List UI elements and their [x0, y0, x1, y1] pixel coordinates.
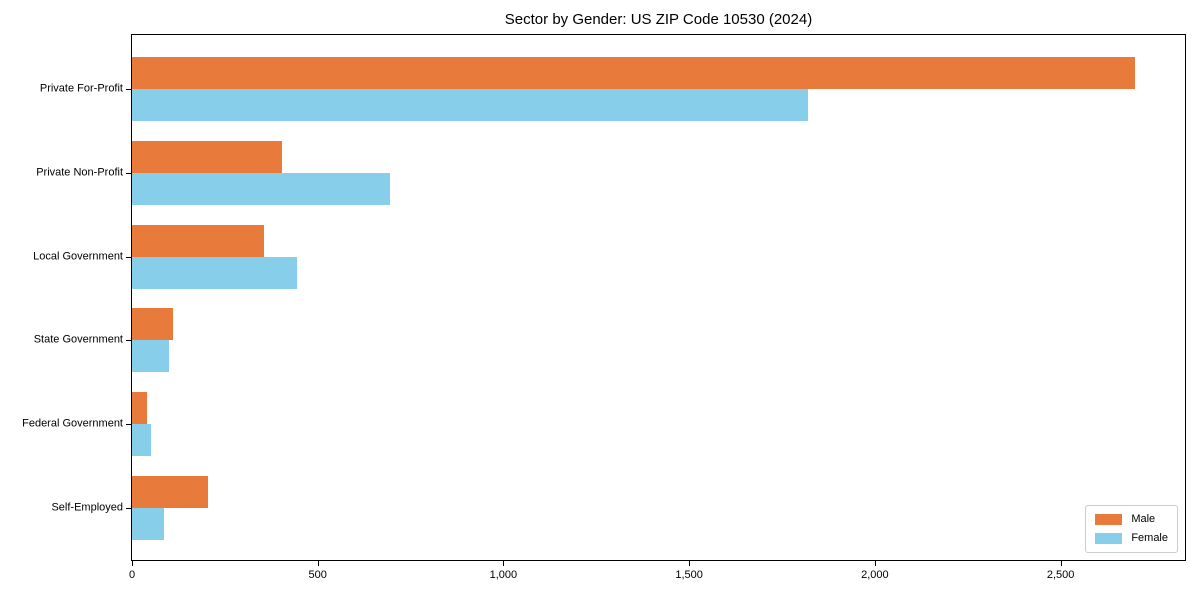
x-tick-label-0: 0 — [128, 569, 136, 581]
x-tick-2000 — [874, 561, 876, 566]
y-label-federal-government: Federal Government — [22, 417, 123, 430]
bar-male-private-non-profit — [132, 140, 283, 173]
bar-male-federal-government — [132, 392, 147, 425]
legend: Male Female — [1085, 505, 1178, 553]
y-tick-federal-government — [126, 424, 131, 426]
x-tick-2500 — [1060, 561, 1062, 566]
y-label-self-employed: Self-Employed — [51, 501, 123, 514]
x-tick-label-2500: 2,500 — [1046, 569, 1075, 581]
y-tick-state-government — [126, 340, 131, 342]
bar-male-private-for-profit — [132, 57, 1135, 89]
legend-label-female: Female — [1131, 532, 1168, 544]
y-label-private-for-profit: Private For-Profit — [39, 82, 123, 95]
x-tick-label-1500: 1,500 — [675, 569, 703, 581]
legend-entry-female: Female — [1095, 532, 1168, 545]
y-tick-private-for-profit — [126, 89, 131, 90]
y-label-private-non-profit: Private Non-Profit — [36, 166, 123, 179]
x-tick-500 — [317, 561, 319, 566]
x-tick-0 — [132, 561, 133, 566]
y-tick-private-non-profit — [126, 172, 131, 174]
x-tick-1000 — [503, 561, 505, 566]
plot-area: Male Female — [131, 34, 1186, 561]
bar-female-private-for-profit — [132, 89, 808, 121]
y-tick-self-employed — [126, 508, 131, 509]
x-tick-1500 — [689, 561, 691, 566]
bar-male-state-government — [132, 308, 173, 341]
bar-male-self-employed — [132, 476, 209, 508]
bar-female-local-government — [132, 256, 298, 289]
legend-entry-male: Male — [1095, 513, 1168, 526]
x-tick-label-1000: 1,000 — [489, 569, 518, 581]
y-label-local-government: Local Government — [33, 250, 123, 263]
bar-female-self-employed — [132, 508, 164, 540]
x-tick-label-500: 500 — [308, 569, 327, 581]
y-label-state-government: State Government — [33, 333, 123, 346]
bar-female-state-government — [132, 340, 170, 373]
bar-female-private-non-profit — [132, 172, 391, 205]
bar-female-federal-government — [132, 424, 151, 457]
chart-title: Sector by Gender: US ZIP Code 10530 (202… — [504, 11, 813, 28]
y-tick-local-government — [126, 256, 131, 258]
legend-label-male: Male — [1131, 513, 1156, 525]
legend-swatch-male — [1095, 514, 1123, 525]
x-tick-label-2000: 2,000 — [861, 569, 889, 581]
bar-male-local-government — [132, 224, 264, 257]
legend-swatch-female — [1095, 533, 1123, 544]
